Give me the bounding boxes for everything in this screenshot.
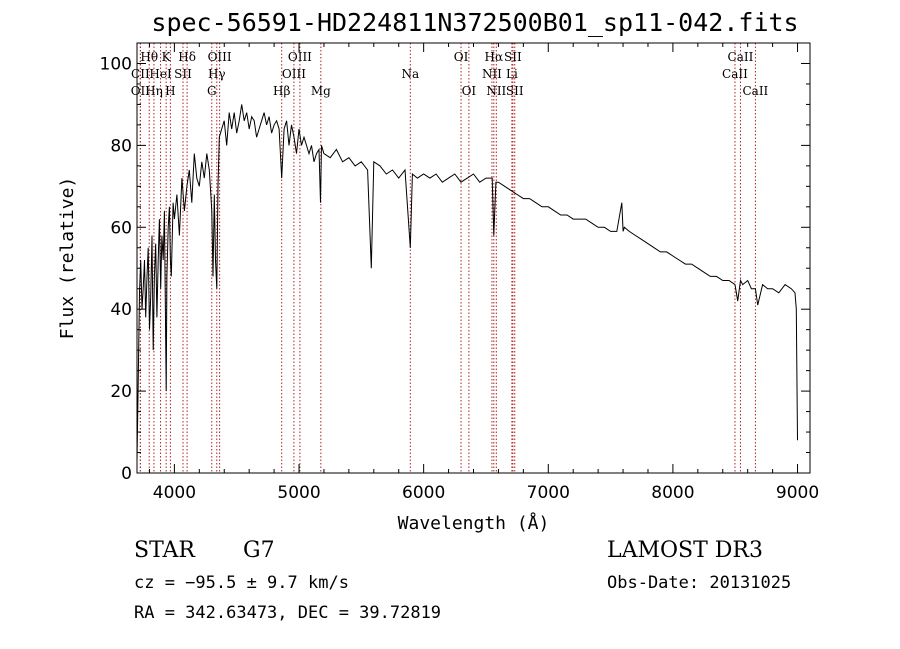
line-marker-label: Hδ bbox=[178, 50, 196, 64]
line-marker-label: NII bbox=[486, 84, 506, 98]
line-marker-label: OIII bbox=[282, 67, 306, 81]
line-marker-label: Hθ bbox=[140, 50, 158, 64]
x-axis-label: Wavelength (Å) bbox=[398, 512, 550, 534]
line-marker-label: CII bbox=[131, 67, 150, 81]
line-marker-label: HeI bbox=[149, 67, 172, 81]
y-tick-label: 80 bbox=[110, 136, 132, 156]
line-marker-label: SII bbox=[506, 84, 524, 98]
line-marker-label: G bbox=[207, 84, 217, 98]
x-tick-label: 4000 bbox=[153, 483, 196, 503]
plot-frame bbox=[136, 42, 811, 474]
line-marker-label: CaII bbox=[742, 84, 768, 98]
line-marker-label: SII bbox=[174, 67, 192, 81]
object-class: STAR bbox=[134, 538, 195, 563]
survey-name: LAMOST DR3 bbox=[607, 538, 763, 563]
line-marker-label: Mg bbox=[311, 84, 331, 98]
observation-date: Obs-Date: 20131025 bbox=[607, 573, 792, 593]
line-marker-label: OI bbox=[454, 50, 469, 64]
x-tick-label: 5000 bbox=[277, 483, 320, 503]
coordinates: RA = 342.63473, DEC = 39.72819 bbox=[134, 603, 442, 623]
x-tick-label: 7000 bbox=[527, 483, 570, 503]
line-marker-label: CaII bbox=[722, 67, 748, 81]
line-marker-label: OII bbox=[131, 84, 151, 98]
line-marker-label: K bbox=[162, 50, 172, 64]
line-marker-label: H bbox=[165, 84, 175, 98]
line-marker-label: OIII bbox=[208, 50, 232, 64]
x-tick-label: 9000 bbox=[776, 483, 819, 503]
y-axis-label: Flux (relative) bbox=[57, 177, 78, 340]
y-tick-label: 20 bbox=[110, 382, 132, 402]
line-marker-label: Hβ bbox=[273, 84, 290, 98]
line-marker-label: Hη bbox=[145, 84, 163, 98]
chart-title: spec-56591-HD224811N372500B01_sp11-042.f… bbox=[151, 8, 799, 37]
x-tick-label: 6000 bbox=[402, 483, 445, 503]
line-marker-label: SII bbox=[504, 50, 522, 64]
y-tick-label: 100 bbox=[100, 54, 132, 74]
line-marker-label: Hα bbox=[485, 50, 504, 64]
redshift-cz: cz = −95.5 ± 9.7 km/s bbox=[134, 573, 349, 593]
y-tick-label: 60 bbox=[110, 218, 132, 238]
line-marker-label: OIII bbox=[288, 50, 312, 64]
line-marker-label: OI bbox=[462, 84, 477, 98]
spectrum-line bbox=[136, 104, 798, 461]
line-marker-label: CaII bbox=[728, 50, 754, 64]
line-marker-label: NII bbox=[482, 67, 502, 81]
line-marker-label: Li bbox=[506, 67, 518, 81]
y-tick-label: 0 bbox=[121, 464, 132, 484]
line-marker-label: Na bbox=[401, 67, 419, 81]
spectral-subclass: G7 bbox=[243, 538, 275, 563]
line-marker-label: Hγ bbox=[208, 67, 226, 81]
x-tick-label: 8000 bbox=[651, 483, 694, 503]
y-tick-label: 40 bbox=[110, 300, 132, 320]
